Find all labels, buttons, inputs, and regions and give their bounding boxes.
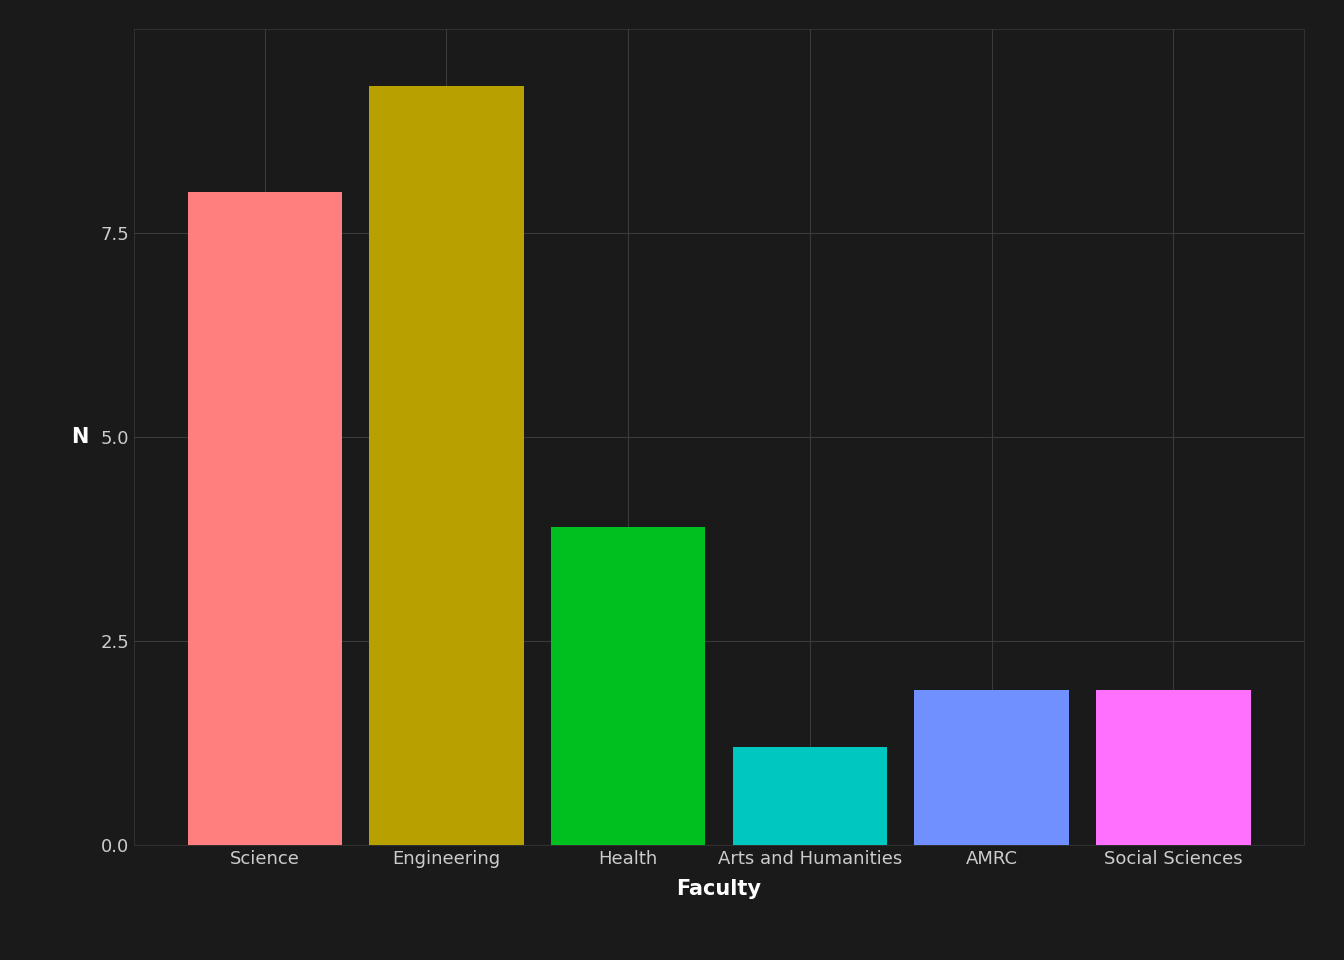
- Bar: [551, 526, 706, 845]
- Bar: [370, 85, 524, 845]
- Y-axis label: N: N: [71, 427, 89, 446]
- Bar: [188, 192, 341, 845]
- Bar: [914, 689, 1068, 845]
- Bar: [732, 747, 887, 845]
- Bar: [1097, 689, 1250, 845]
- X-axis label: Faculty: Faculty: [676, 878, 762, 899]
